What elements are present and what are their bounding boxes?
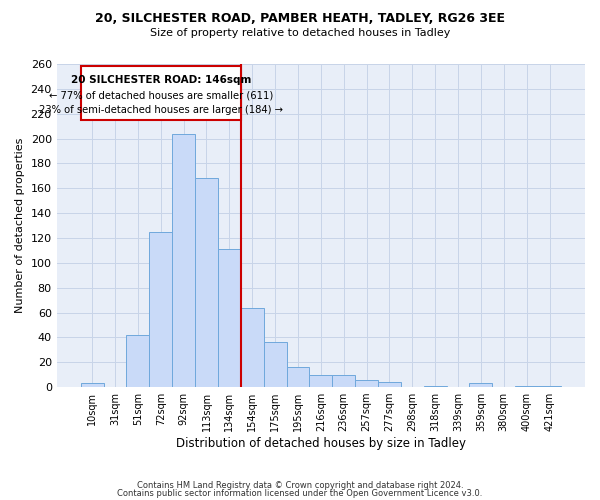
Bar: [127, 335, 149, 387]
Bar: [355, 380, 378, 387]
Bar: [469, 384, 493, 387]
Text: Contains HM Land Registry data © Crown copyright and database right 2024.: Contains HM Land Registry data © Crown c…: [137, 481, 463, 490]
Bar: [378, 382, 401, 387]
Bar: [424, 386, 446, 387]
Bar: [172, 134, 195, 387]
Bar: [310, 374, 332, 387]
Bar: [515, 386, 538, 387]
Text: Size of property relative to detached houses in Tadley: Size of property relative to detached ho…: [150, 28, 450, 38]
Bar: [332, 374, 355, 387]
Bar: [80, 384, 104, 387]
Text: 23% of semi-detached houses are larger (184) →: 23% of semi-detached houses are larger (…: [39, 105, 283, 115]
Text: Contains public sector information licensed under the Open Government Licence v3: Contains public sector information licen…: [118, 488, 482, 498]
Bar: [80, 66, 241, 120]
Bar: [538, 386, 561, 387]
Bar: [263, 342, 287, 387]
Bar: [287, 367, 310, 387]
Bar: [218, 249, 241, 387]
Text: ← 77% of detached houses are smaller (611): ← 77% of detached houses are smaller (61…: [49, 90, 273, 100]
Y-axis label: Number of detached properties: Number of detached properties: [15, 138, 25, 313]
X-axis label: Distribution of detached houses by size in Tadley: Distribution of detached houses by size …: [176, 437, 466, 450]
Bar: [241, 308, 263, 387]
Bar: [149, 232, 172, 387]
Bar: [195, 178, 218, 387]
Text: 20 SILCHESTER ROAD: 146sqm: 20 SILCHESTER ROAD: 146sqm: [71, 75, 251, 85]
Text: 20, SILCHESTER ROAD, PAMBER HEATH, TADLEY, RG26 3EE: 20, SILCHESTER ROAD, PAMBER HEATH, TADLE…: [95, 12, 505, 26]
